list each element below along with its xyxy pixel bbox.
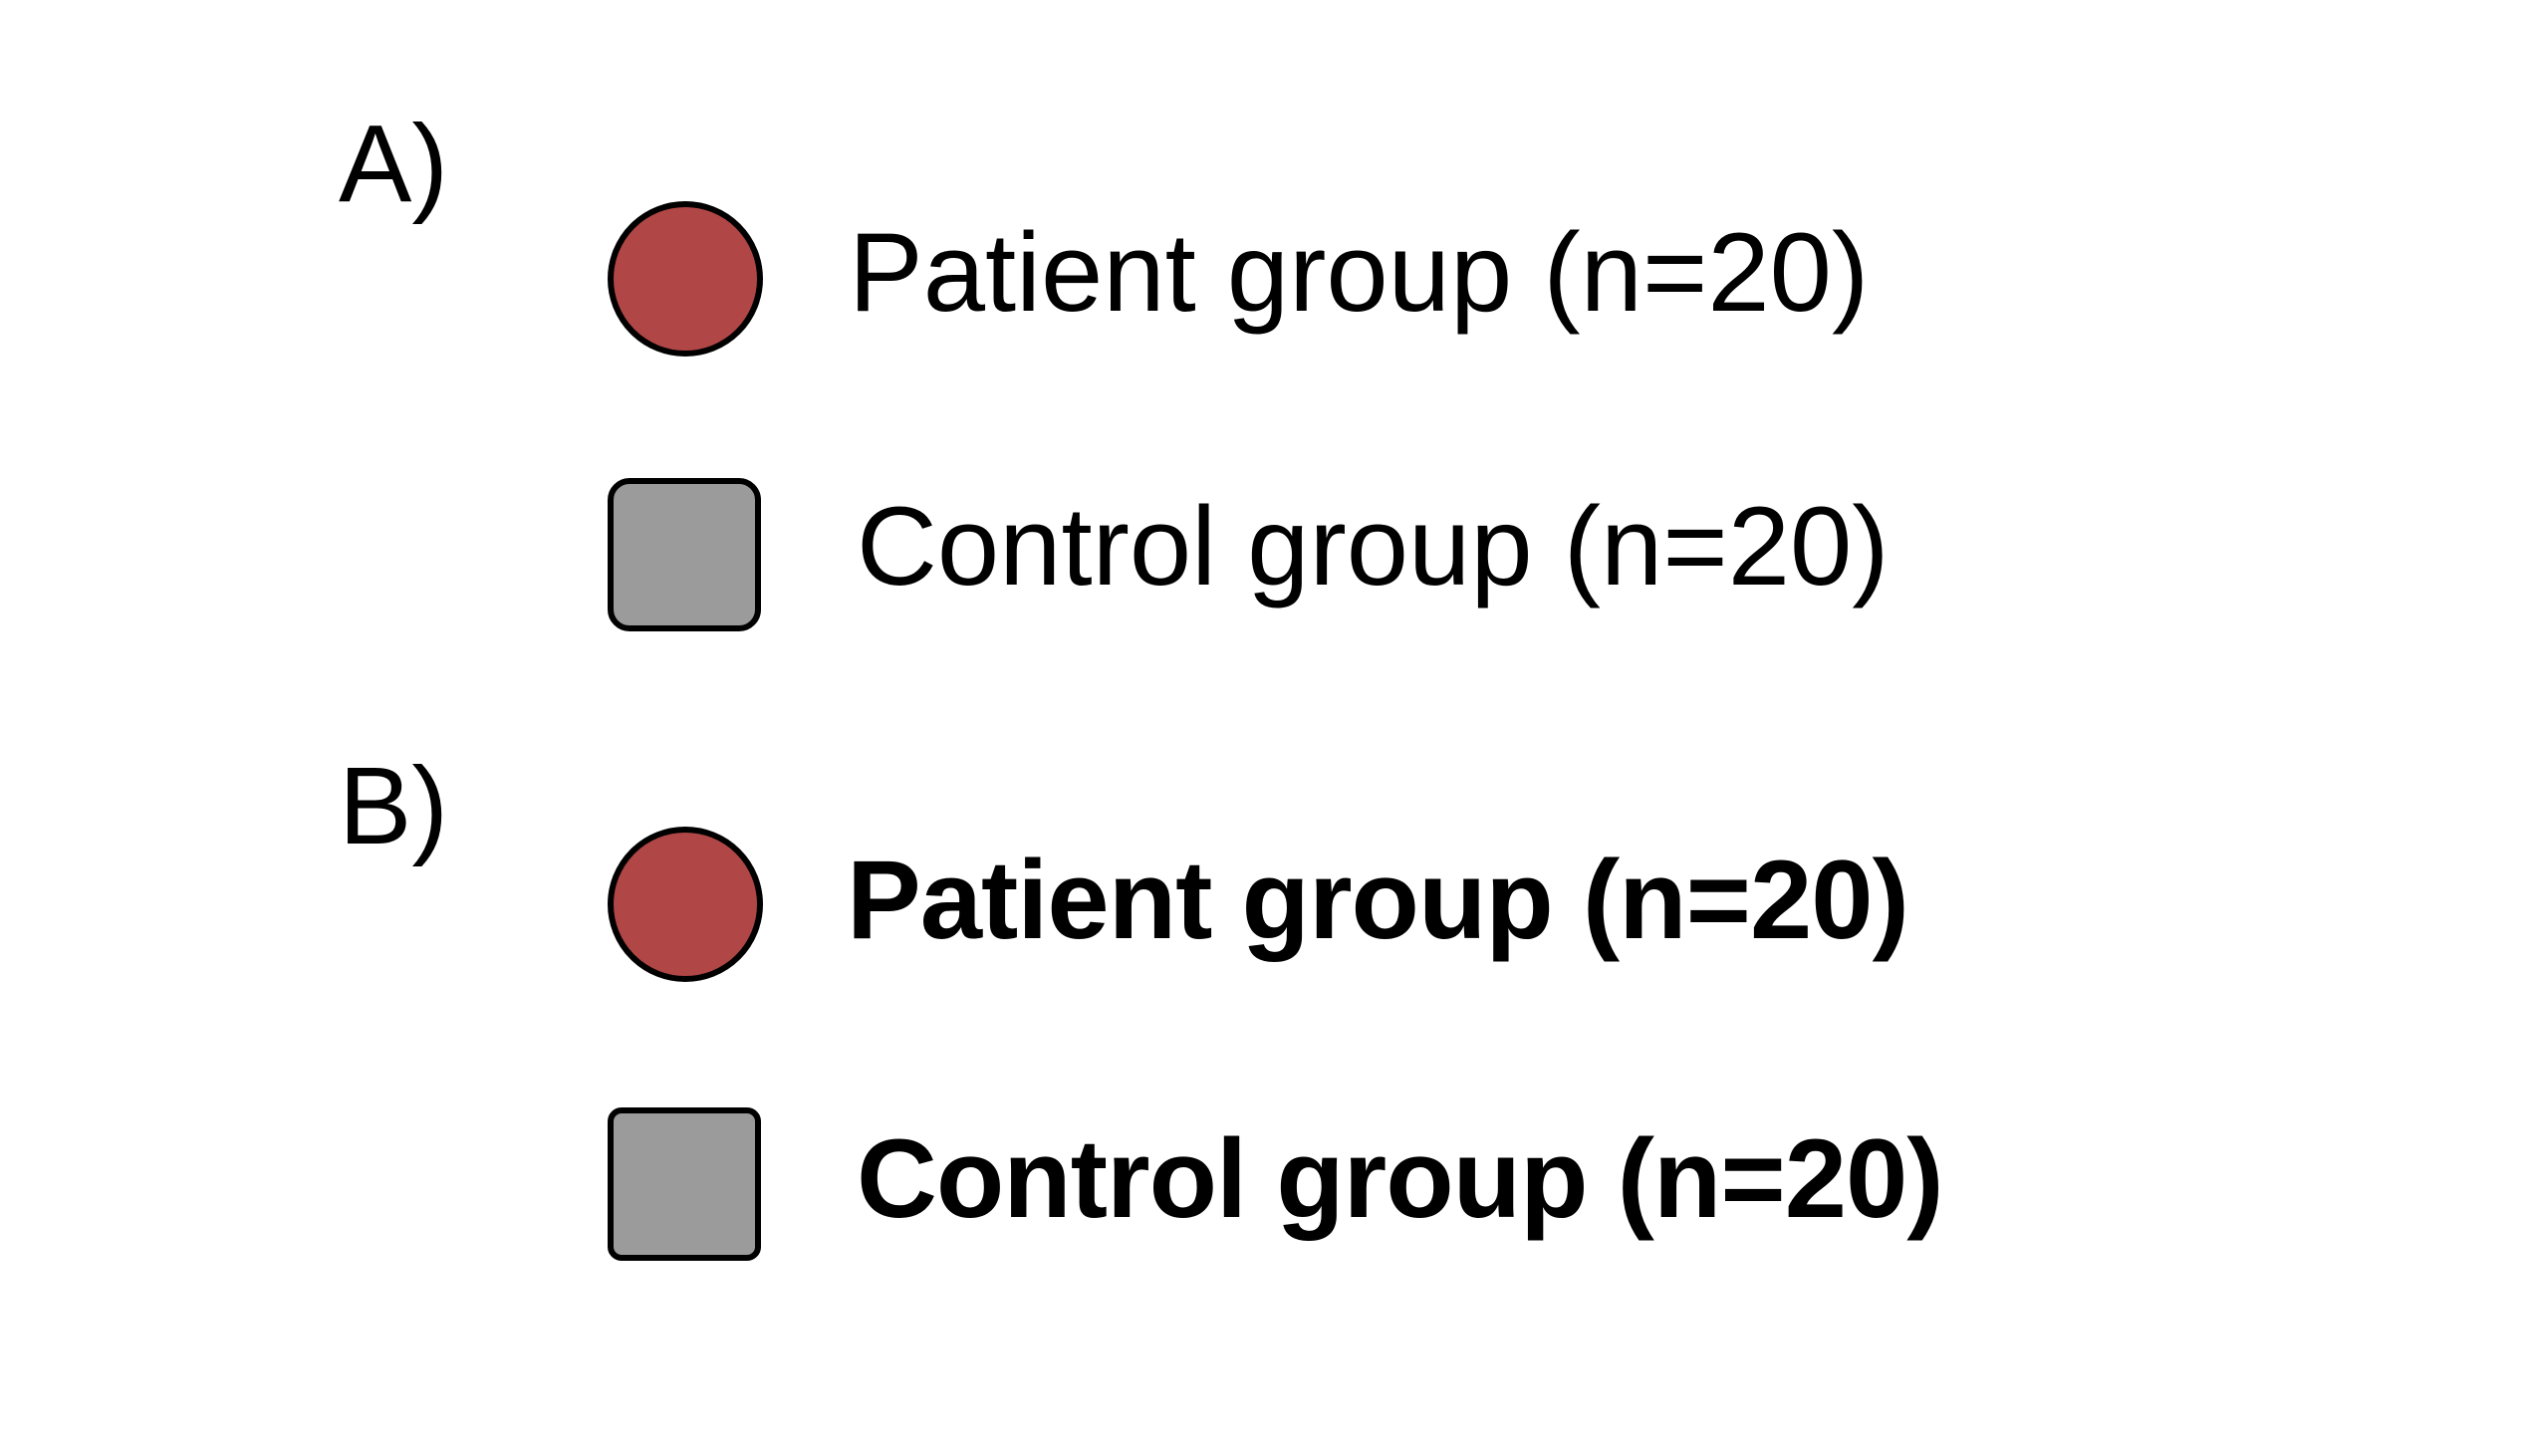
control-group-label: Control group (n=20) [857,484,1890,608]
control-square-marker-pixelated [608,1107,761,1261]
panel-a-label: A) [339,103,448,225]
patient-group-label: Patient group (n=20) [849,210,1870,335]
panel-b-label: B) [339,745,448,867]
patient-circle-marker [608,201,763,357]
patient-group-label-pixelated: Patient group (n=20) [847,838,1909,962]
control-square-marker [608,478,761,631]
control-group-label-pixelated: Control group (n=20) [857,1116,1944,1241]
patient-circle-marker-pixelated [608,827,763,982]
